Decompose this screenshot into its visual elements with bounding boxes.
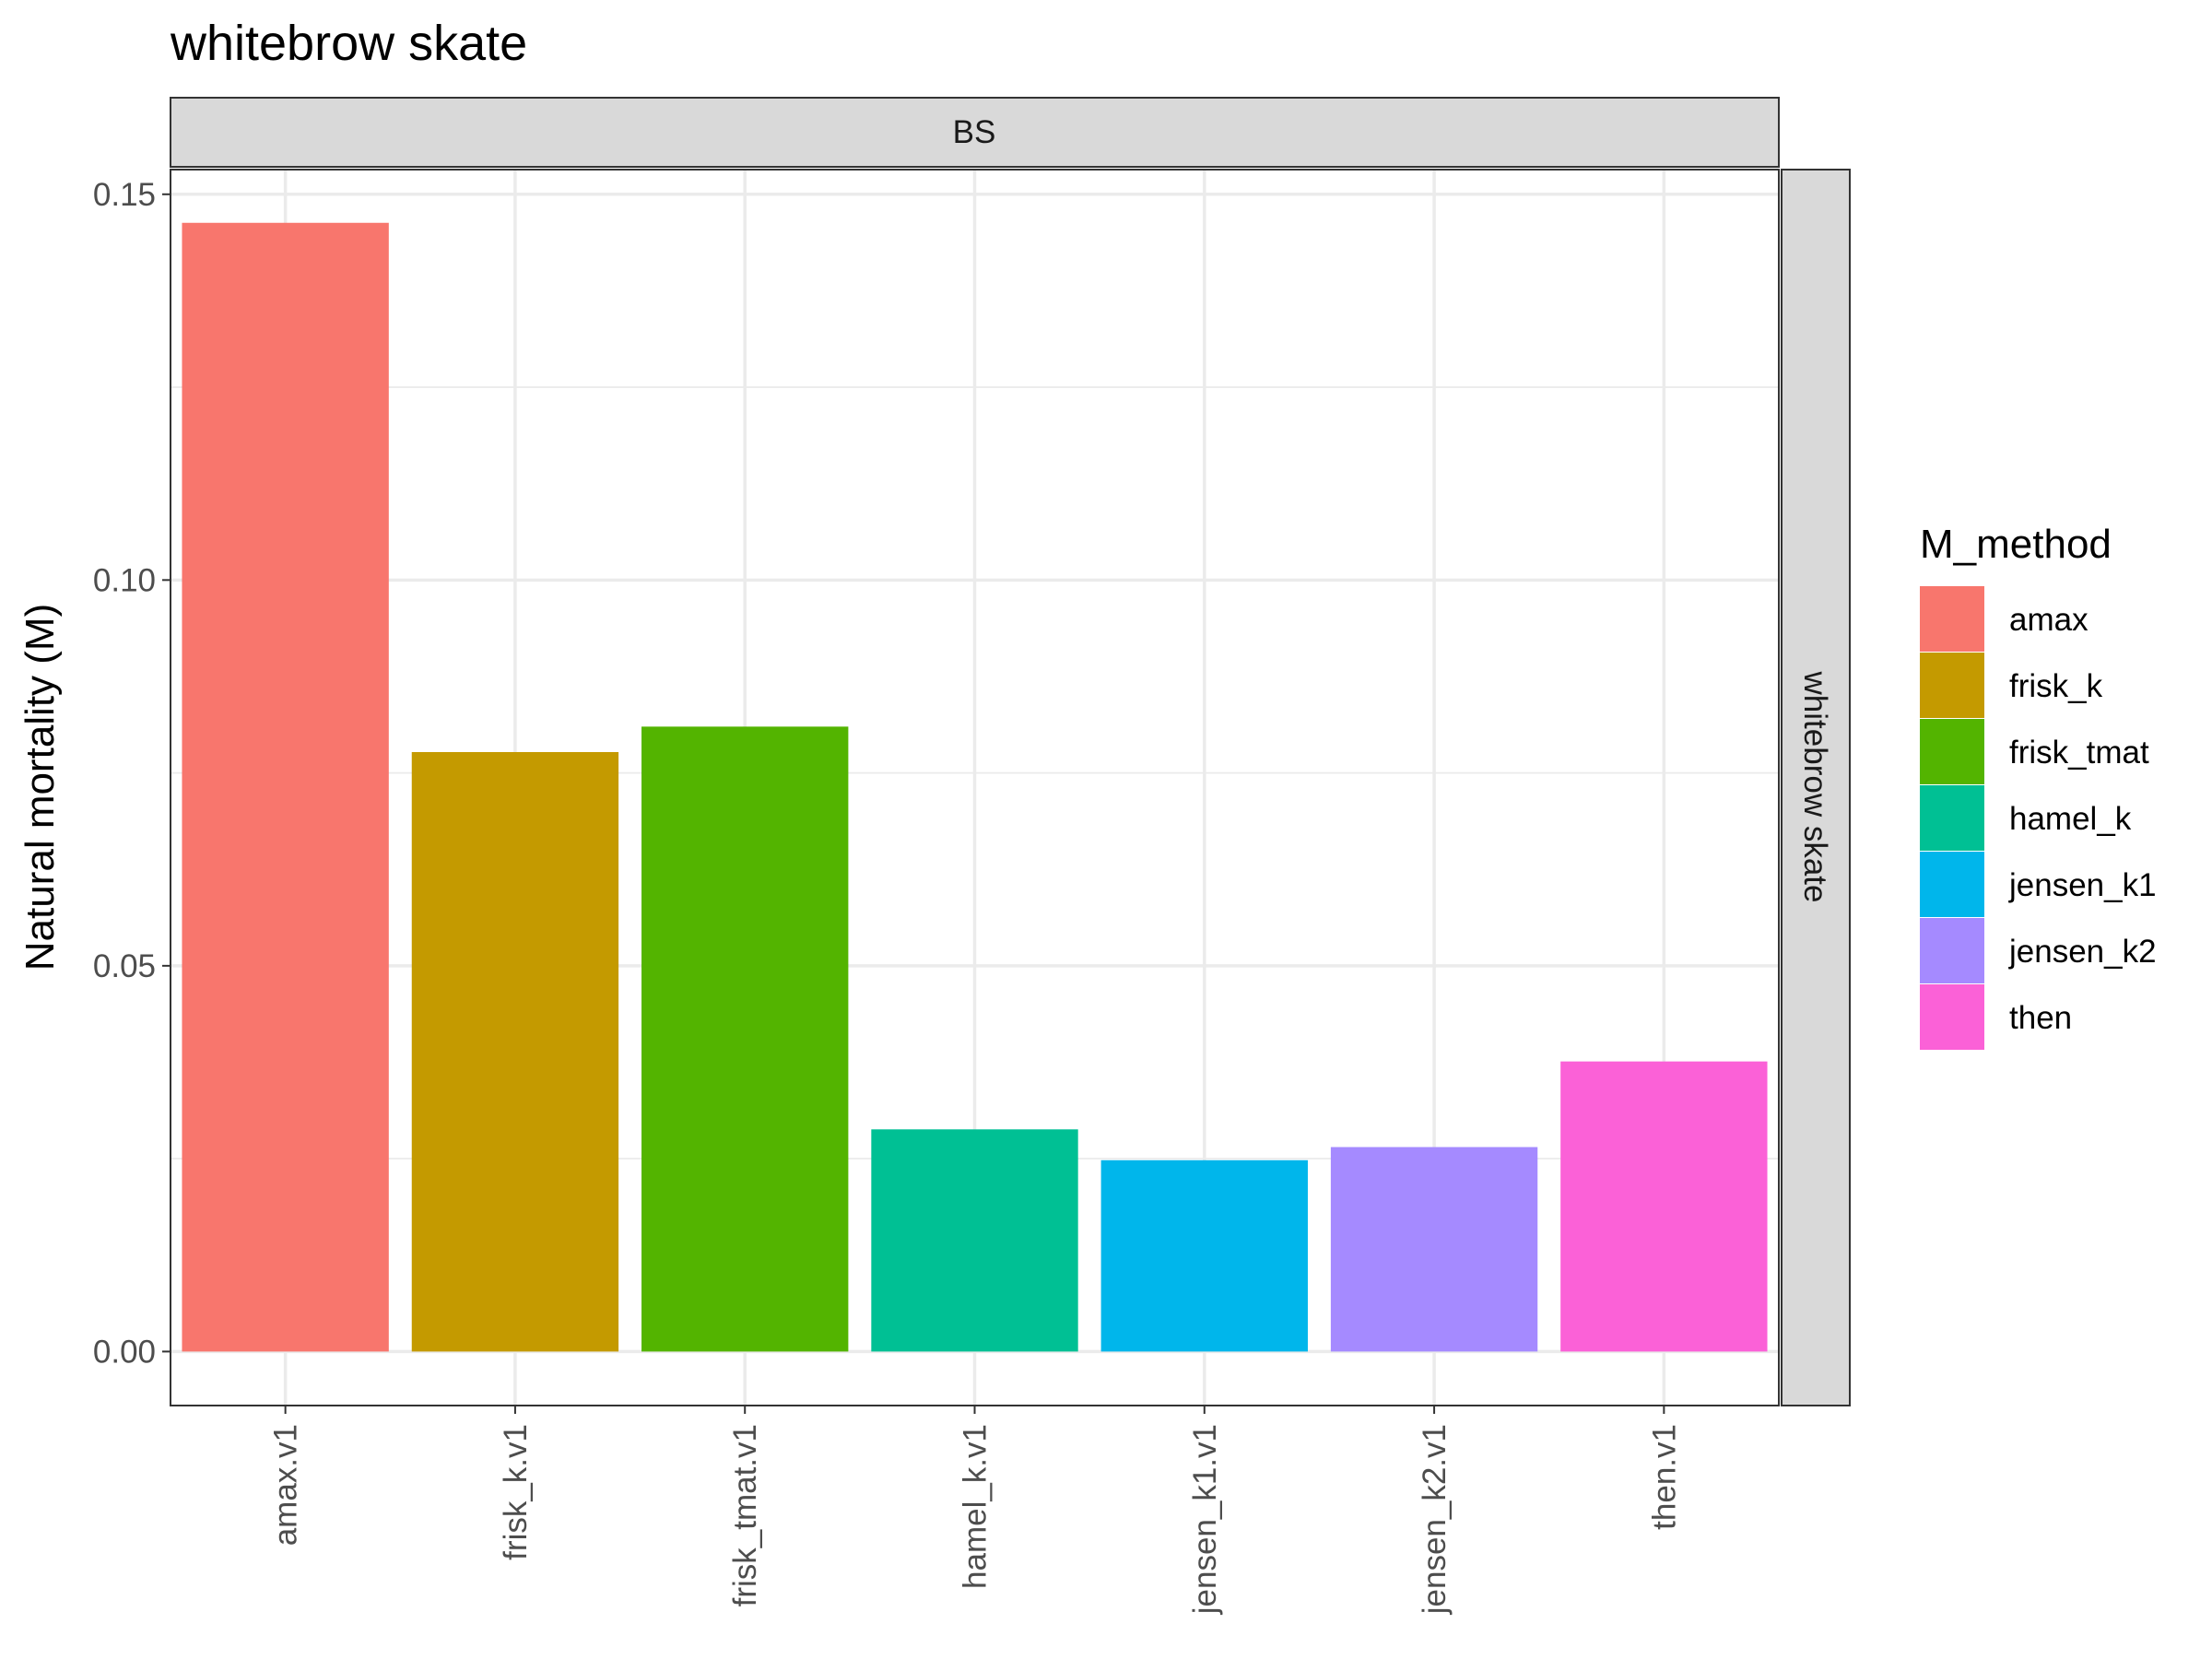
y-tick-label: 0.05 xyxy=(93,948,156,984)
x-tick-label: hamel_k.v1 xyxy=(958,1424,994,1589)
legend-key-jensen_k2 xyxy=(1920,918,1984,983)
chart-title: whitebrow skate xyxy=(170,16,527,71)
bar-amax xyxy=(182,222,389,1352)
facet-strip-right-box xyxy=(1781,169,1851,1406)
legend-key-frisk_tmat xyxy=(1920,719,1984,784)
x-tick-label: then.v1 xyxy=(1646,1424,1682,1530)
y-tick-label: 0.15 xyxy=(93,177,156,213)
bar-frisk_tmat xyxy=(641,726,849,1352)
x-tick-label: jensen_k2.v1 xyxy=(1417,1424,1453,1615)
bar-frisk_k xyxy=(411,751,619,1352)
legend-label-frisk_k: frisk_k xyxy=(2009,668,2103,704)
legend-label-jensen_k1: jensen_k1 xyxy=(2008,867,2157,903)
legend-key-then xyxy=(1920,984,1984,1050)
legend-label-then: then xyxy=(2009,1000,2072,1036)
legend-key-frisk_k xyxy=(1920,653,1984,718)
legend-key-jensen_k1 xyxy=(1920,852,1984,917)
x-tick-label: jensen_k1.v1 xyxy=(1187,1424,1223,1615)
facet-strip-top-label: BS xyxy=(953,114,996,150)
bars xyxy=(182,222,1768,1352)
x-tick-label: amax.v1 xyxy=(268,1424,304,1546)
bar-hamel_k xyxy=(871,1129,1078,1352)
x-tick-label: frisk_tmat.v1 xyxy=(727,1424,763,1606)
y-axis: 0.00 0.05 0.10 0.15 xyxy=(93,177,171,1370)
legend: M_method amax frisk_k frisk_tmat hamel_kjen… xyxy=(1920,522,2157,1050)
facet-strip-top: BS xyxy=(170,97,1780,168)
y-axis-title: Natural mortality (M) xyxy=(18,604,63,971)
bar-jensen_k1 xyxy=(1100,1159,1308,1352)
bar-jensen_k2 xyxy=(1330,1147,1538,1352)
legend-label-hamel_k: hamel_k xyxy=(2009,801,2132,837)
x-axis: amax.v1 frisk_k.v1 frisk_tmat.v1 hamel_k.v1… xyxy=(268,1406,1682,1615)
facet-strip-right-label: whitebrow skate xyxy=(1797,671,1833,903)
facet-strip-top-box xyxy=(170,97,1780,168)
legend-key-hamel_k xyxy=(1920,785,1984,851)
bar-then xyxy=(1560,1061,1768,1352)
legend-key-amax xyxy=(1920,586,1984,652)
facet-strip-right: whitebrow skate xyxy=(1781,169,1851,1406)
legend-label-jensen_k2: jensen_k2 xyxy=(2008,934,2157,970)
legend-title: M_method xyxy=(1920,522,2112,567)
x-tick-label: frisk_k.v1 xyxy=(498,1424,534,1560)
y-tick-label: 0.00 xyxy=(93,1334,156,1370)
legend-label-amax: amax xyxy=(2009,602,2088,638)
y-tick-label: 0.10 xyxy=(93,562,156,598)
legend-label-frisk_tmat: frisk_tmat xyxy=(2009,735,2149,771)
